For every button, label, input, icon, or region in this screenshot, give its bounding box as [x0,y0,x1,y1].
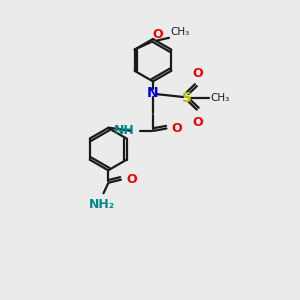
Text: O: O [193,67,203,80]
Text: NH: NH [114,124,135,137]
Text: NH₂: NH₂ [88,198,115,211]
Text: O: O [153,28,164,41]
Text: CH₃: CH₃ [170,27,190,37]
Text: S: S [182,91,192,105]
Text: O: O [126,173,137,186]
Text: O: O [172,122,182,135]
Text: N: N [147,85,159,100]
Text: O: O [193,116,203,129]
Text: CH₃: CH₃ [210,93,230,103]
